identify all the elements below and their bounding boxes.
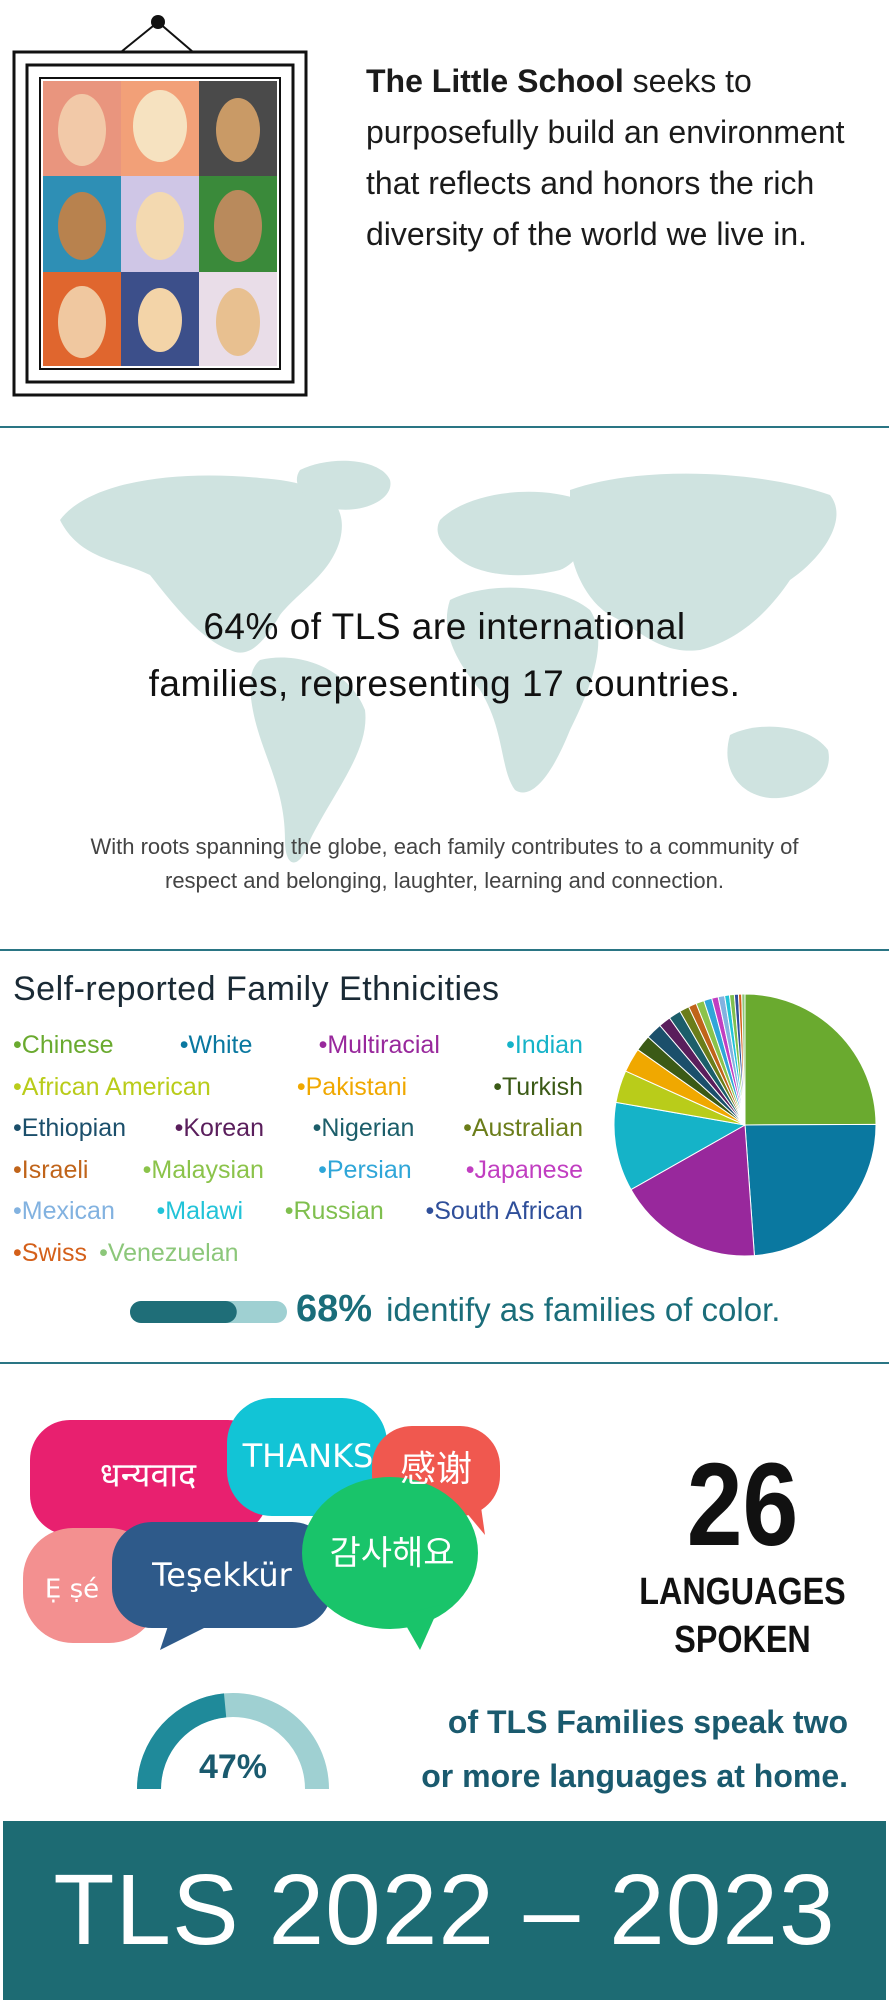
bubble-text: 感谢	[400, 1449, 472, 1490]
ethnicity-label: White	[180, 1025, 252, 1067]
ethnicity-label: Venezuelan	[99, 1233, 239, 1275]
thanks-bubbles	[23, 1398, 500, 1650]
ethnicity-row: Swiss Venezuelan	[13, 1233, 583, 1275]
ethnicity-row: Chinese White Multiracial Indian	[13, 1025, 583, 1067]
ethnicity-label: Ethiopian	[13, 1108, 126, 1150]
multilingual-line: of TLS Families speak two	[447, 1704, 848, 1740]
multilingual-text: of TLS Families speak two or more langua…	[330, 1695, 848, 1803]
intro-text: The Little School seeks to purposefully …	[366, 56, 866, 260]
ethnicity-label: Korean	[175, 1108, 264, 1150]
ethnicity-label: Swiss	[13, 1233, 87, 1275]
ethnicity-row: Israeli Malaysian Persian Japanese	[13, 1150, 583, 1192]
ethnicity-row: African American Pakistani Turkish	[13, 1067, 583, 1109]
ethnicity-label: Japanese	[466, 1150, 583, 1192]
intro-lead: The Little School	[366, 63, 624, 99]
footer-band	[3, 1821, 886, 2000]
bubble-text: 감사해요	[329, 1534, 454, 1574]
color-share-text: 68% identify as families of color.	[296, 1288, 780, 1331]
ethnicity-label: South African	[425, 1191, 583, 1233]
ethnicity-label: Israeli	[13, 1150, 89, 1192]
ethnicity-label: Russian	[285, 1191, 384, 1233]
divider	[0, 426, 889, 428]
world-map	[60, 460, 837, 863]
ethnicity-label: Indian	[506, 1025, 583, 1067]
bubble-text: Teşekkür	[151, 1556, 293, 1594]
gauge-fill	[137, 1693, 227, 1790]
bubble-text: धन्यवाद	[100, 1456, 197, 1496]
caption-line: SPOKEN	[674, 1619, 811, 1661]
ethnicity-label: African American	[13, 1067, 211, 1109]
divider	[0, 949, 889, 951]
pie-slice	[741, 993, 746, 1126]
pie-slice	[630, 1124, 755, 1257]
portrait-frame	[12, 15, 308, 397]
color-share-caption: identify as families of color.	[386, 1291, 781, 1328]
pie-slice	[613, 1101, 747, 1191]
ethnicity-label: Pakistani	[297, 1067, 407, 1109]
ethnicity-label: Turkish	[493, 1067, 583, 1109]
ethnicity-label: Nigerian	[313, 1108, 414, 1150]
ethnicity-label: Persian	[318, 1150, 412, 1192]
ethnicity-label: Australian	[463, 1108, 583, 1150]
intro-body: seeks to purposefully build an environme…	[366, 63, 845, 252]
ethnicity-label: Mexican	[13, 1191, 115, 1233]
ethnicity-label: Malaysian	[143, 1150, 264, 1192]
bubble-text: Ẹ ṣé	[45, 1575, 99, 1605]
body-line: With roots spanning the globe, each fami…	[90, 834, 799, 859]
pie-slice	[744, 993, 877, 1126]
divider	[0, 1362, 889, 1364]
ethnicity-label: Malawi	[157, 1191, 243, 1233]
international-headline: 64% of TLS are international families, r…	[0, 598, 889, 712]
headline-line: 64% of TLS are international	[203, 606, 686, 647]
ethnicity-list: ChineseWhiteMultiracialIndianAfrican Ame…	[13, 1025, 583, 1274]
footer-title: TLS 2022 – 2023	[53, 1854, 836, 1966]
pie-slice	[744, 1123, 877, 1257]
headline-line: families, representing 17 countries.	[148, 663, 741, 704]
ethnicity-row: Ethiopian Korean Nigerian Australian	[13, 1108, 583, 1150]
ethnicity-label: Chinese	[13, 1025, 114, 1067]
language-count: 26	[686, 1439, 799, 1571]
ethnicity-row: Mexican Malawi Russian South African	[13, 1191, 583, 1233]
multilingual-line: or more languages at home.	[421, 1758, 848, 1794]
ethnicity-label: Multiracial	[319, 1025, 440, 1067]
caption-line: LANGUAGES	[639, 1571, 846, 1613]
ethnicities-title: Self-reported Family Ethnicities	[13, 970, 500, 1008]
bubble-text: THANKS	[242, 1437, 374, 1475]
progress-fill	[130, 1301, 237, 1323]
language-count-caption: LANGUAGES SPOKEN	[638, 1568, 846, 1664]
international-body: With roots spanning the globe, each fami…	[0, 830, 889, 898]
gauge-label: 47%	[199, 1748, 267, 1786]
body-line: respect and belonging, laughter, learnin…	[165, 868, 724, 893]
color-share-label: 68%	[296, 1288, 373, 1330]
